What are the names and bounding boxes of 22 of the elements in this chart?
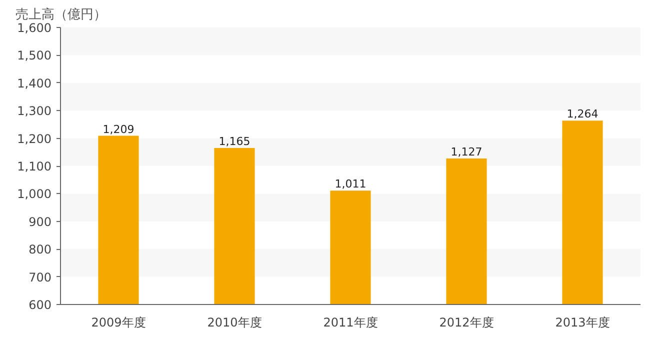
x-tick-label: 2010年度 <box>207 316 262 330</box>
y-tick-label: 600 <box>28 298 52 312</box>
y-tick-label: 800 <box>28 242 52 257</box>
data-label: 1,209 <box>102 122 134 136</box>
x-tick-label: 2012年度 <box>439 316 494 330</box>
y-tick-label: 700 <box>28 270 52 284</box>
x-tick-label: 2013年度 <box>555 316 610 330</box>
y-tick-label: 1,500 <box>17 48 52 63</box>
data-label: 1,165 <box>218 134 250 148</box>
data-label: 1,011 <box>334 178 366 191</box>
x-tick-label: 2009年度 <box>91 316 146 330</box>
y-tick-label: 1,100 <box>17 160 52 174</box>
data-label: 1,264 <box>566 108 598 121</box>
y-tick-label: 1,000 <box>17 187 52 202</box>
y-tick-label: 1,600 <box>17 21 52 35</box>
y-tick-label: 900 <box>28 214 52 229</box>
y-tick-label: 1,200 <box>17 132 52 146</box>
y-axis-title: 売上高（億円） <box>16 6 106 22</box>
x-tick-label: 2011年度 <box>323 316 378 330</box>
y-tick-label: 1,300 <box>17 104 52 118</box>
data-label: 1,127 <box>450 146 482 159</box>
y-tick-label: 1,400 <box>17 76 52 90</box>
